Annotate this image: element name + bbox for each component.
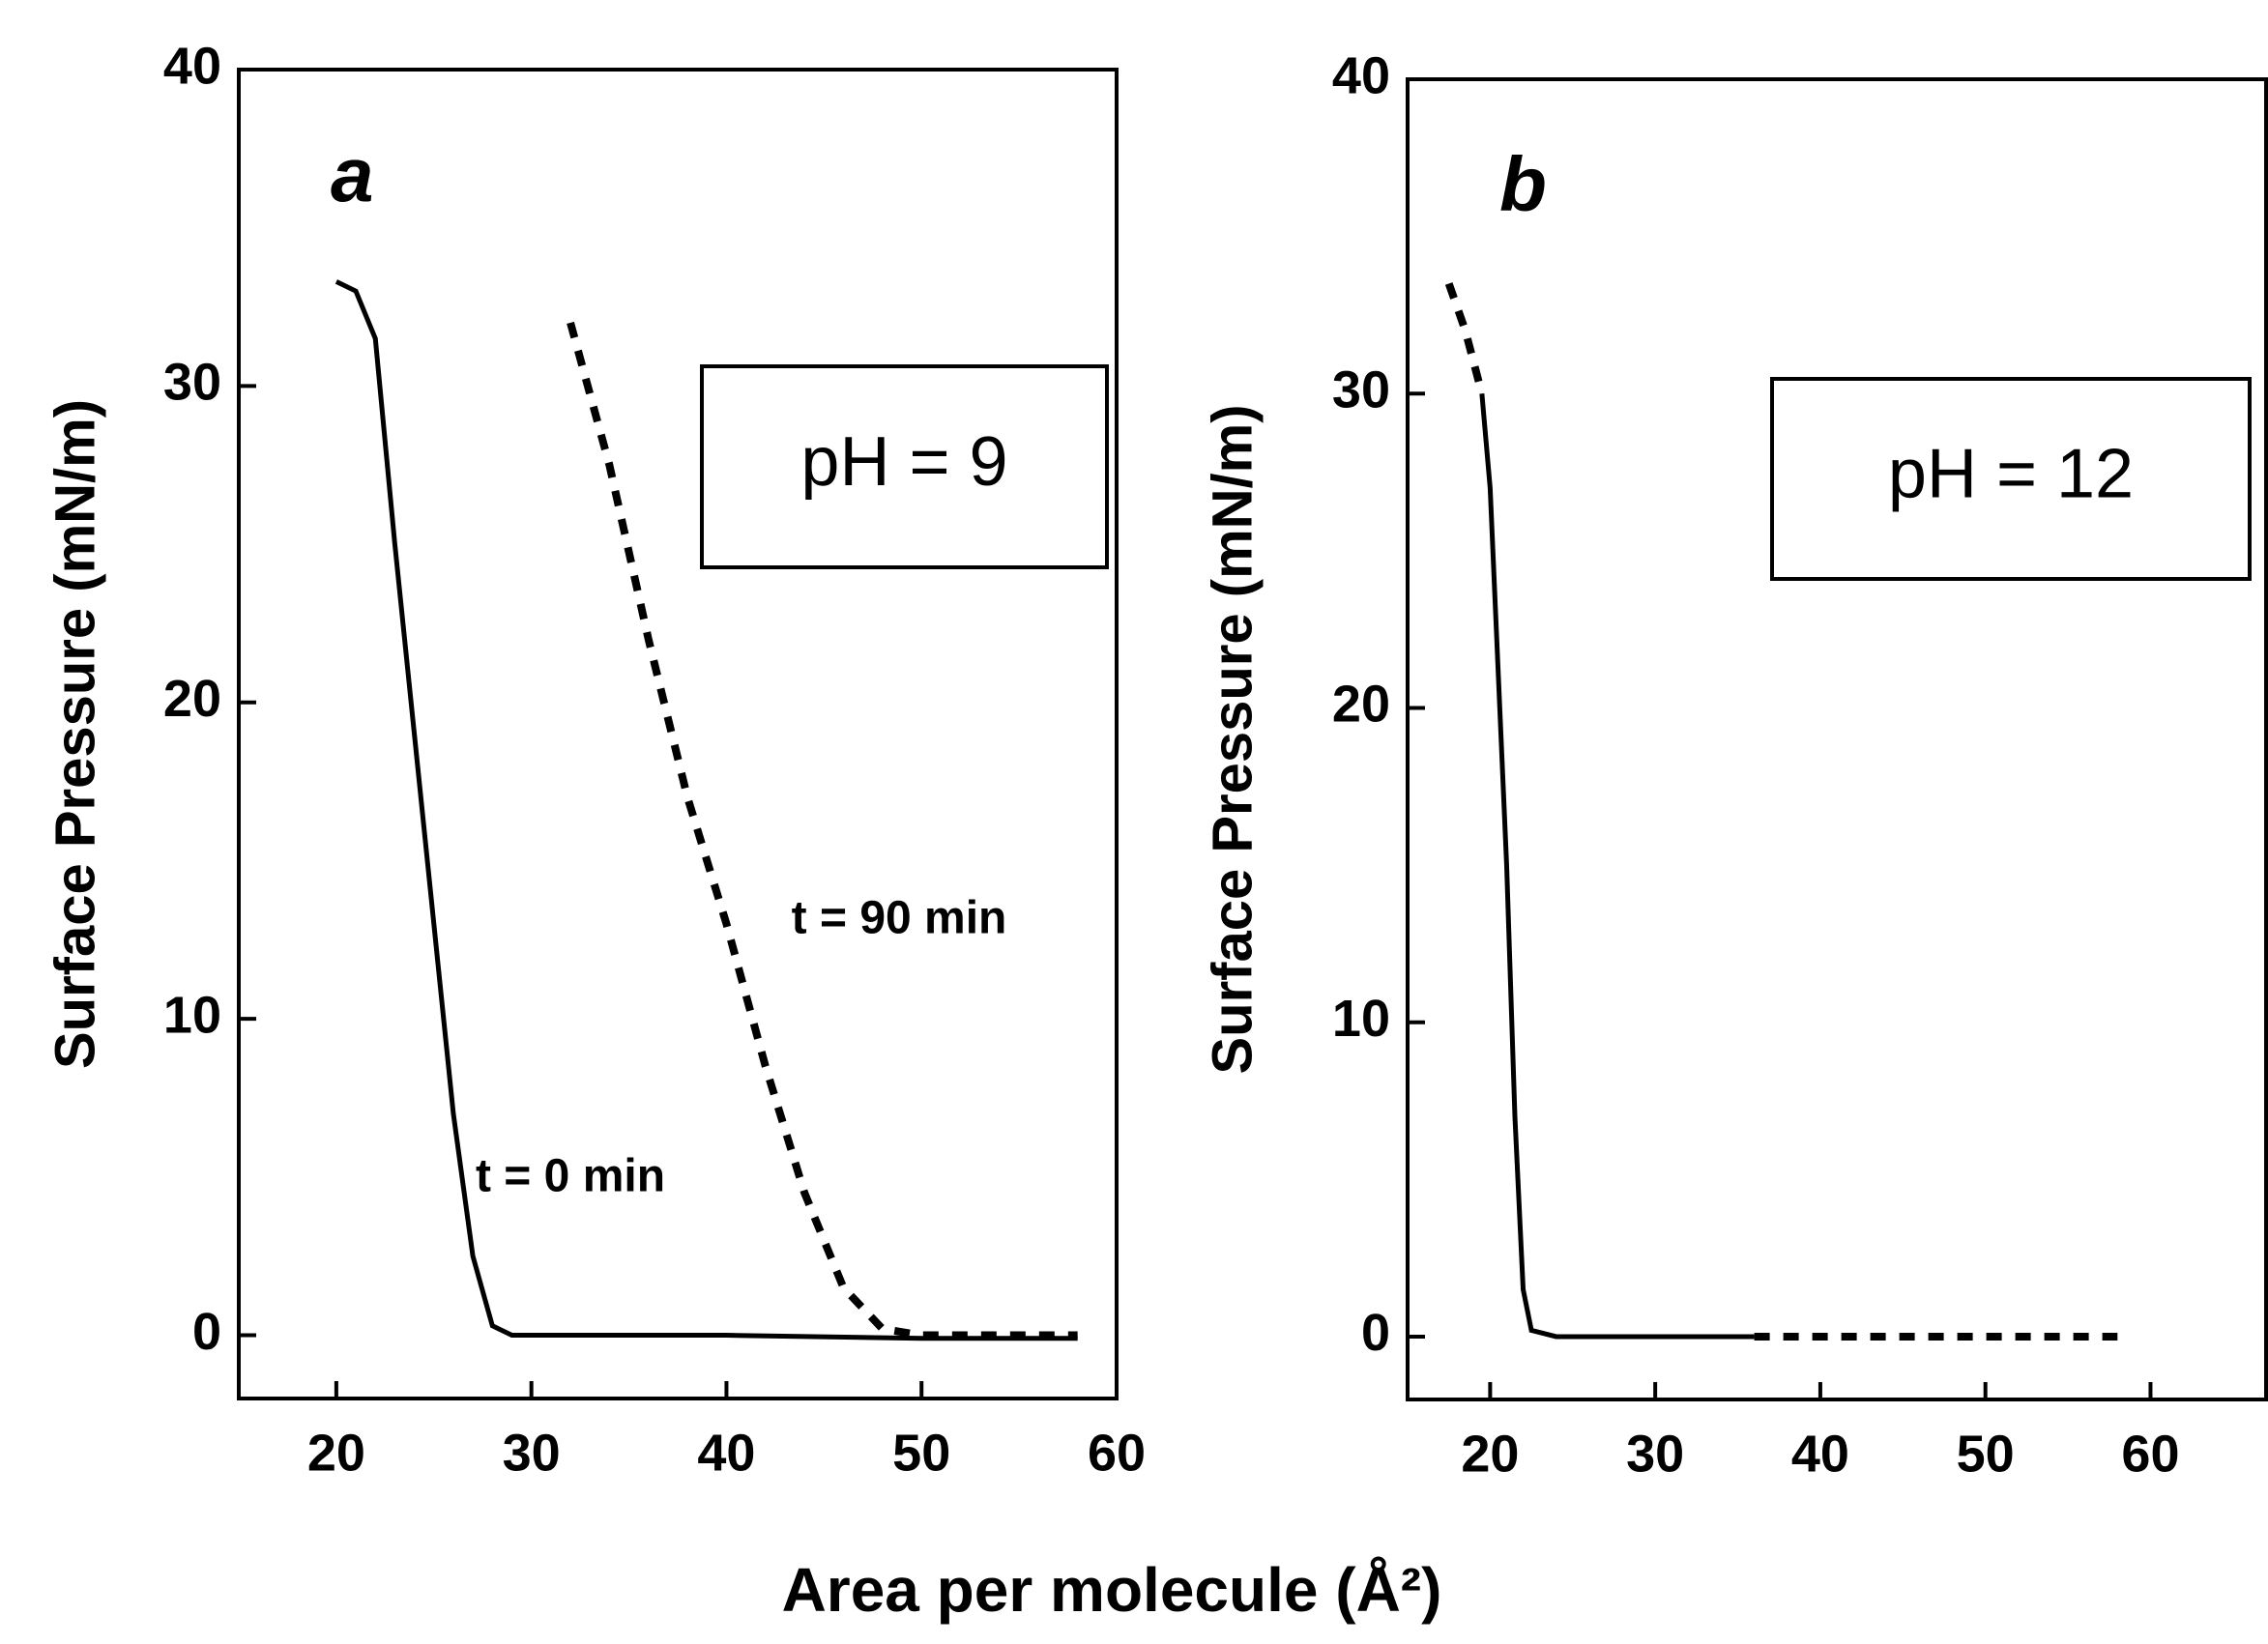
x-tick-label: 50 <box>1957 1425 2015 1483</box>
x-axis-label: Area per molecule (Å²) <box>782 1555 1442 1625</box>
plot-frame <box>1406 77 2268 1401</box>
annotation: pH = 12 <box>1888 436 2134 513</box>
y-tick-label: 10 <box>1332 990 1390 1048</box>
y-tick-label: 20 <box>1332 676 1390 734</box>
series-line <box>334 279 1078 1341</box>
panel-label: b <box>1499 141 1547 227</box>
x-tick-label: 50 <box>892 1424 950 1482</box>
y-tick-label: 10 <box>163 986 221 1044</box>
x-tick-label: 20 <box>307 1424 365 1482</box>
y-tick-label: 40 <box>163 37 221 95</box>
y-tick-label: 20 <box>163 670 221 728</box>
series-line <box>1444 282 2118 1341</box>
x-tick-label: 20 <box>1461 1425 1519 1483</box>
series-label: t = 90 min <box>792 893 1007 944</box>
series-label: t = 0 min <box>476 1151 665 1202</box>
series-line <box>1479 393 1755 1340</box>
annotation-box <box>700 364 1109 569</box>
y-tick-label: 30 <box>1332 361 1390 419</box>
y-axis-label: Surface Pressure (mN/m) <box>44 399 106 1069</box>
series-line <box>567 321 1078 1340</box>
y-tick-label: 40 <box>1332 46 1390 104</box>
y-tick-label: 0 <box>1361 1304 1390 1362</box>
y-tick-label: 0 <box>192 1303 221 1361</box>
x-tick-label: 30 <box>1626 1425 1684 1483</box>
x-tick-label: 40 <box>1791 1425 1849 1483</box>
x-tick-label: 40 <box>697 1424 755 1482</box>
annotation-box <box>1770 377 2252 581</box>
plot-frame <box>237 68 1119 1400</box>
panel-label: a <box>331 131 374 217</box>
annotation: pH = 9 <box>800 423 1007 501</box>
y-axis-label: Surface Pressure (mN/m) <box>1201 404 1264 1074</box>
x-tick-label: 60 <box>2121 1425 2179 1483</box>
y-tick-label: 30 <box>163 354 221 412</box>
x-tick-label: 60 <box>1088 1424 1146 1482</box>
x-tick-label: 30 <box>503 1424 561 1482</box>
